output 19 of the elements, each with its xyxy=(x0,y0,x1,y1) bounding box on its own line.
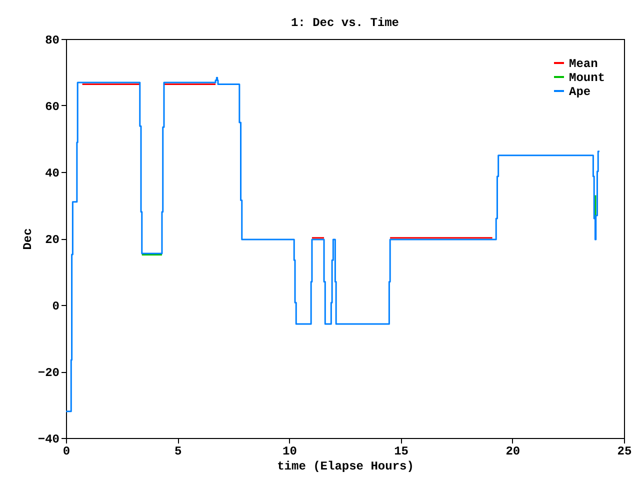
y-tick-label: −40 xyxy=(38,432,60,446)
y-tick-label: 20 xyxy=(45,233,60,247)
x-tick-label: 25 xyxy=(617,444,632,458)
y-tick-label: 0 xyxy=(52,300,60,314)
x-tick-label: 5 xyxy=(174,444,182,458)
x-tick-label: 20 xyxy=(506,444,520,458)
x-tick-label: 0 xyxy=(62,444,70,458)
y-tick-label: −20 xyxy=(38,366,60,380)
legend-label: Mount xyxy=(569,71,606,85)
legend-label: Mean xyxy=(569,57,598,71)
x-tick-label: 15 xyxy=(394,444,409,458)
y-tick-label: 40 xyxy=(45,166,60,180)
x-axis-title: time (Elapse Hours) xyxy=(277,460,414,474)
y-tick-label: 60 xyxy=(45,100,60,114)
chart-title: 1: Dec vs. Time xyxy=(290,16,400,30)
legend-label: Ape xyxy=(569,85,591,99)
y-axis-title: Dec xyxy=(20,228,35,250)
y-tick-label: 80 xyxy=(45,34,60,48)
x-tick-label: 10 xyxy=(282,444,297,458)
